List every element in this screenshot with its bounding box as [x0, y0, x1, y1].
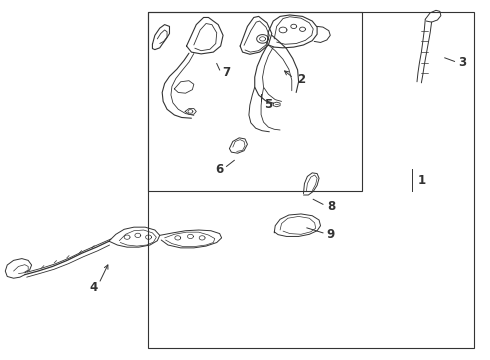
Text: 1: 1	[418, 174, 426, 186]
Text: 8: 8	[327, 199, 335, 212]
Text: 9: 9	[327, 228, 335, 241]
Bar	[147, 12, 362, 191]
Text: 2: 2	[297, 73, 306, 86]
Text: 3: 3	[459, 56, 466, 69]
Text: 5: 5	[265, 98, 273, 111]
Text: 4: 4	[90, 281, 98, 294]
Text: 6: 6	[215, 163, 223, 176]
Bar	[147, 12, 474, 348]
Text: 7: 7	[222, 66, 231, 79]
